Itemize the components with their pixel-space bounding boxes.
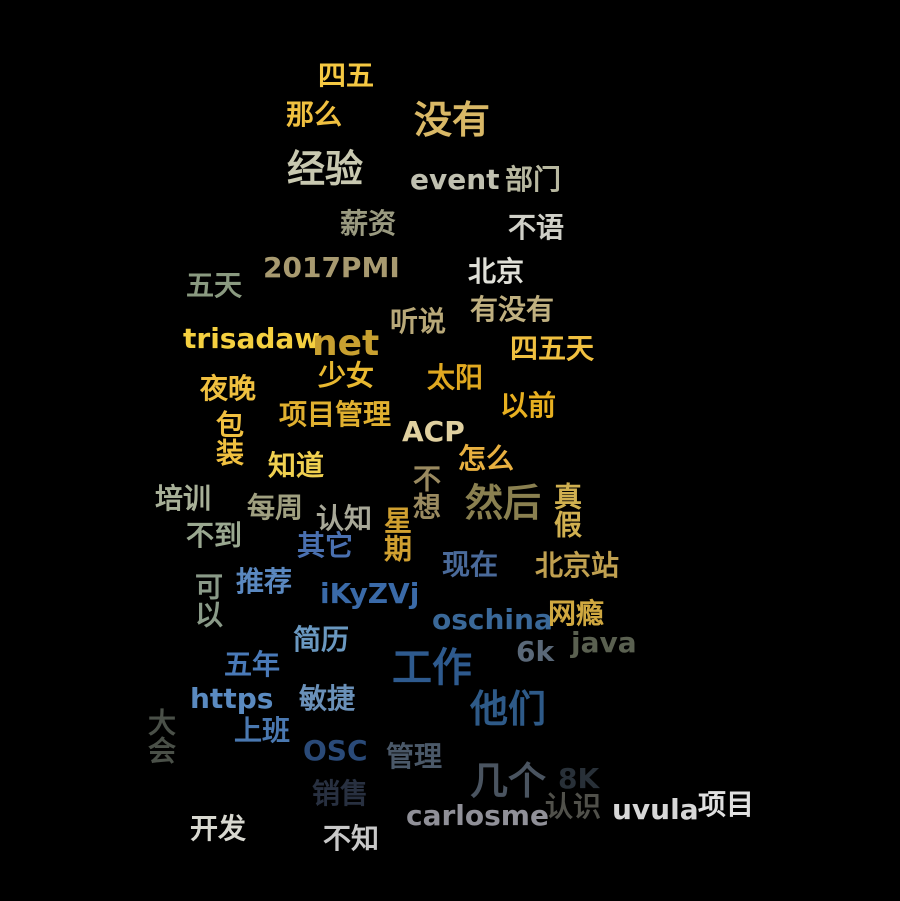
word-7: 薪资 <box>340 207 397 240</box>
word-31: 星期 <box>380 506 413 562</box>
word-20: 以前 <box>500 389 557 422</box>
word-19: 夜晚 <box>200 372 257 405</box>
word-51: 上班 <box>234 714 291 747</box>
word-53: 管理 <box>386 740 443 773</box>
word-50: 大会 <box>144 708 177 764</box>
word-48: 敏捷 <box>299 682 356 715</box>
word-9: 2017PMI <box>263 251 400 284</box>
word-12: 有没有 <box>470 293 555 326</box>
word-35: 现在 <box>442 548 499 581</box>
word-44: 6k <box>516 635 555 668</box>
word-16: 四五天 <box>510 332 595 365</box>
word-57: 认识 <box>545 790 602 823</box>
word-33: 不到 <box>186 519 243 552</box>
word-36: 北京站 <box>535 549 620 582</box>
word-10: 北京 <box>468 255 525 288</box>
word-26: 不想 <box>409 464 442 520</box>
word-14: trisadaw <box>183 322 321 355</box>
word-55: 8K <box>558 762 600 795</box>
word-41: 网瘾 <box>548 597 605 630</box>
word-13: 听说 <box>390 305 447 338</box>
word-45: 五年 <box>224 648 281 681</box>
word-15: net <box>312 323 380 364</box>
word-46: 工作 <box>392 645 472 691</box>
word-52: OSC <box>303 734 368 767</box>
word-42: java <box>571 626 637 659</box>
word-61: carlosme <box>406 799 549 832</box>
word-5: event <box>410 163 500 196</box>
word-40: oschina <box>432 603 553 636</box>
word-47: https <box>190 682 274 715</box>
word-2: 那么 <box>286 98 343 131</box>
word-58: uvula <box>612 793 699 826</box>
word-60: 开发 <box>190 812 247 845</box>
word-27: 然后 <box>465 481 542 525</box>
word-59: 项目 <box>698 788 755 821</box>
word-62: 不知 <box>323 822 380 855</box>
word-8: 不语 <box>508 211 565 244</box>
word-56: 销售 <box>312 777 369 810</box>
word-34: 其它 <box>297 529 354 562</box>
word-54: 几个 <box>470 759 547 803</box>
word-24: 怎么 <box>458 442 515 475</box>
word-43: 简历 <box>293 623 350 656</box>
word-18: 太阳 <box>427 361 484 394</box>
word-23: 包装 <box>212 410 245 466</box>
word-21: 项目管理 <box>279 398 392 431</box>
word-30: 认知 <box>316 502 373 535</box>
word-37: 可以 <box>191 572 224 628</box>
word-3: 没有 <box>414 98 491 142</box>
word-49: 他们 <box>470 687 547 731</box>
word-25: 知道 <box>268 449 325 482</box>
word-38: 推荐 <box>236 565 293 598</box>
word-22: ACP <box>402 415 465 448</box>
word-1: 四五 <box>318 59 375 92</box>
word-6: 部门 <box>505 163 562 196</box>
word-39: iKyZVj <box>320 577 420 610</box>
word-11: 五天 <box>186 269 243 302</box>
word-28: 培训 <box>155 482 212 515</box>
word-29: 每周 <box>247 491 304 524</box>
word-17: 少女 <box>318 359 375 392</box>
word-4: 经验 <box>287 147 364 191</box>
word-32: 真假 <box>550 482 583 538</box>
